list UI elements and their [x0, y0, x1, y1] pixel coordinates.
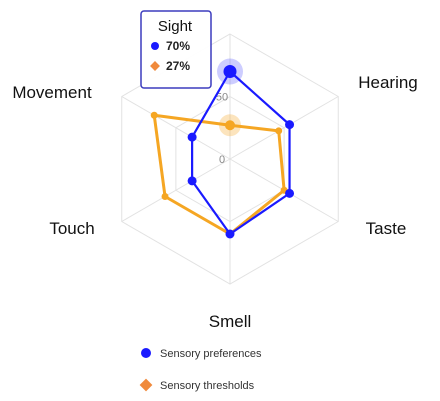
tick-labels: 0 50	[216, 92, 228, 167]
axis-label-hearing: Hearing	[358, 73, 418, 92]
axis-label-taste: Taste	[366, 219, 407, 238]
grid-spoke	[229, 96, 339, 160]
data-point[interactable]	[187, 132, 197, 142]
data-point[interactable]	[275, 127, 283, 135]
grid-spoke	[121, 96, 231, 160]
data-point[interactable]	[285, 188, 295, 198]
legend: Sensory preferences Sensory thresholds	[139, 348, 262, 392]
tooltip-value-0: 70%	[166, 39, 190, 53]
tick-label: 50	[216, 92, 228, 104]
axis-label-smell: Smell	[209, 312, 252, 331]
axis-label-movement: Movement	[12, 83, 92, 102]
tick-label: 0	[219, 154, 225, 166]
data-point[interactable]	[285, 120, 295, 130]
hover-highlights	[217, 58, 243, 137]
data-point[interactable]	[225, 229, 235, 239]
tooltip-marker-diamond	[150, 61, 160, 71]
data-point[interactable]	[150, 111, 158, 119]
hover-point[interactable]	[225, 120, 235, 131]
tooltip: Sight 70% 27%	[140, 10, 212, 89]
data-point[interactable]	[187, 176, 197, 186]
series-line-1	[152, 113, 286, 236]
legend-label-1[interactable]: Sensory thresholds	[160, 380, 255, 392]
tooltip-box	[140, 10, 212, 89]
axis-labels: Hearing Taste Smell Touch Movement	[12, 73, 417, 331]
legend-label-0[interactable]: Sensory preferences	[160, 348, 262, 360]
grid-spoke	[121, 158, 231, 222]
tooltip-title: Sight	[158, 18, 193, 35]
hover-point[interactable]	[223, 65, 237, 78]
data-point[interactable]	[161, 193, 169, 200]
tooltip-value-1: 27%	[166, 59, 190, 73]
legend-marker-diamond	[139, 378, 153, 392]
legend-marker-circle	[141, 348, 151, 358]
tooltip-marker-circle	[151, 42, 159, 50]
axis-label-touch: Touch	[49, 219, 94, 238]
